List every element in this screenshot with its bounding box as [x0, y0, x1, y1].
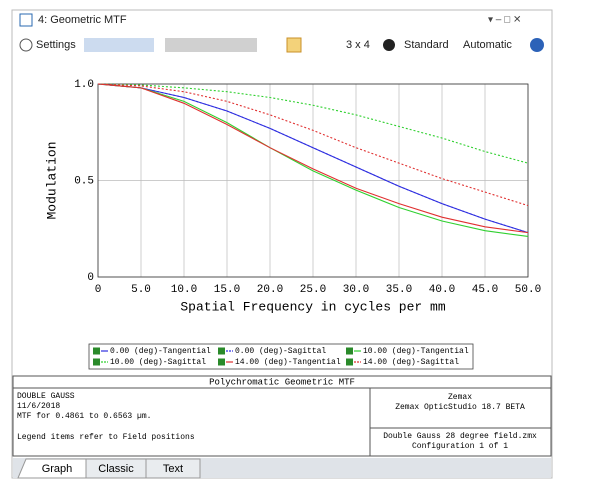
legend-swatch — [218, 347, 225, 355]
series-line — [97, 83, 529, 234]
x-tick-label: 25.0 — [300, 284, 326, 296]
tab-label[interactable]: Graph — [42, 463, 73, 475]
legend-label: 0.00 (deg)-Sagittal — [235, 347, 326, 356]
settings-button[interactable]: Settings — [36, 39, 76, 51]
x-tick-label: 15.0 — [214, 284, 240, 296]
series-line — [97, 83, 529, 238]
x-tick-label: 30.0 — [343, 284, 369, 296]
plot-frame — [97, 83, 529, 278]
x-axis-label: Spatial Frequency in cycles per mm — [180, 299, 445, 314]
legend-label: 0.00 (deg)-Tangential — [110, 347, 211, 356]
x-tick-label: 5.0 — [131, 284, 151, 296]
legend-swatch — [346, 347, 353, 355]
y-tick-label: 0 — [87, 272, 94, 284]
legend-swatch — [93, 347, 100, 355]
app-icon — [19, 13, 33, 27]
legend-label: 14.00 (deg)-Sagittal — [363, 358, 459, 367]
settings-icon[interactable] — [19, 38, 33, 52]
tab[interactable] — [145, 458, 201, 479]
x-tick-label: 0 — [95, 284, 102, 296]
info-text: Double Gauss 28 degree field.zmx — [383, 432, 537, 441]
info-text: Zemax OpticStudio 18.7 BETA — [395, 403, 525, 412]
layout-button[interactable]: 3 x 4 — [346, 39, 370, 51]
layout-icon[interactable] — [286, 37, 302, 53]
legend-label: 10.00 (deg)-Tangential — [363, 347, 469, 356]
info-text: 11/6/2018 — [17, 402, 60, 411]
window-title: 4: Geometric MTF — [38, 14, 127, 26]
refresh-icon[interactable] — [383, 39, 395, 51]
legend-label: 10.00 (deg)-Sagittal — [110, 358, 206, 367]
info-header: Polychromatic Geometric MTF — [209, 377, 355, 387]
draw-tools[interactable] — [165, 38, 257, 52]
y-tick-label: 1.0 — [74, 79, 94, 91]
toolbar-icons[interactable] — [84, 38, 154, 52]
x-tick-label: 40.0 — [429, 284, 455, 296]
standard-dropdown[interactable]: Standard — [404, 39, 449, 51]
help-icon[interactable] — [530, 38, 544, 52]
x-tick-label: 20.0 — [257, 284, 283, 296]
automatic-dropdown[interactable]: Automatic — [463, 39, 512, 51]
info-panel — [12, 375, 552, 457]
tab-label[interactable]: Text — [163, 463, 183, 475]
series-line — [97, 83, 529, 234]
x-tick-label: 35.0 — [386, 284, 412, 296]
y-axis-label: Modulation — [44, 141, 59, 219]
tab-label[interactable]: Classic — [98, 463, 134, 475]
window-controls[interactable]: ▾ – □ ✕ — [488, 15, 521, 26]
x-tick-label: 10.0 — [171, 284, 197, 296]
series-line — [97, 83, 529, 164]
legend-label: 14.00 (deg)-Tangential — [235, 358, 341, 367]
info-text: Configuration 1 of 1 — [412, 442, 508, 451]
legend-box — [88, 343, 474, 370]
series-line — [97, 83, 529, 207]
y-tick-label: 0.5 — [74, 175, 94, 187]
info-text: MTF for 0.4861 to 0.6563 µm. — [17, 412, 151, 421]
legend-swatch — [218, 358, 225, 366]
info-text: Zemax — [448, 393, 472, 402]
info-text: DOUBLE GAUSS — [17, 392, 75, 401]
x-tick-label: 45.0 — [472, 284, 498, 296]
legend-swatch — [93, 358, 100, 366]
info-text: Legend items refer to Field positions — [17, 433, 195, 442]
x-tick-label: 50.0 — [515, 284, 541, 296]
legend-swatch — [346, 358, 353, 366]
